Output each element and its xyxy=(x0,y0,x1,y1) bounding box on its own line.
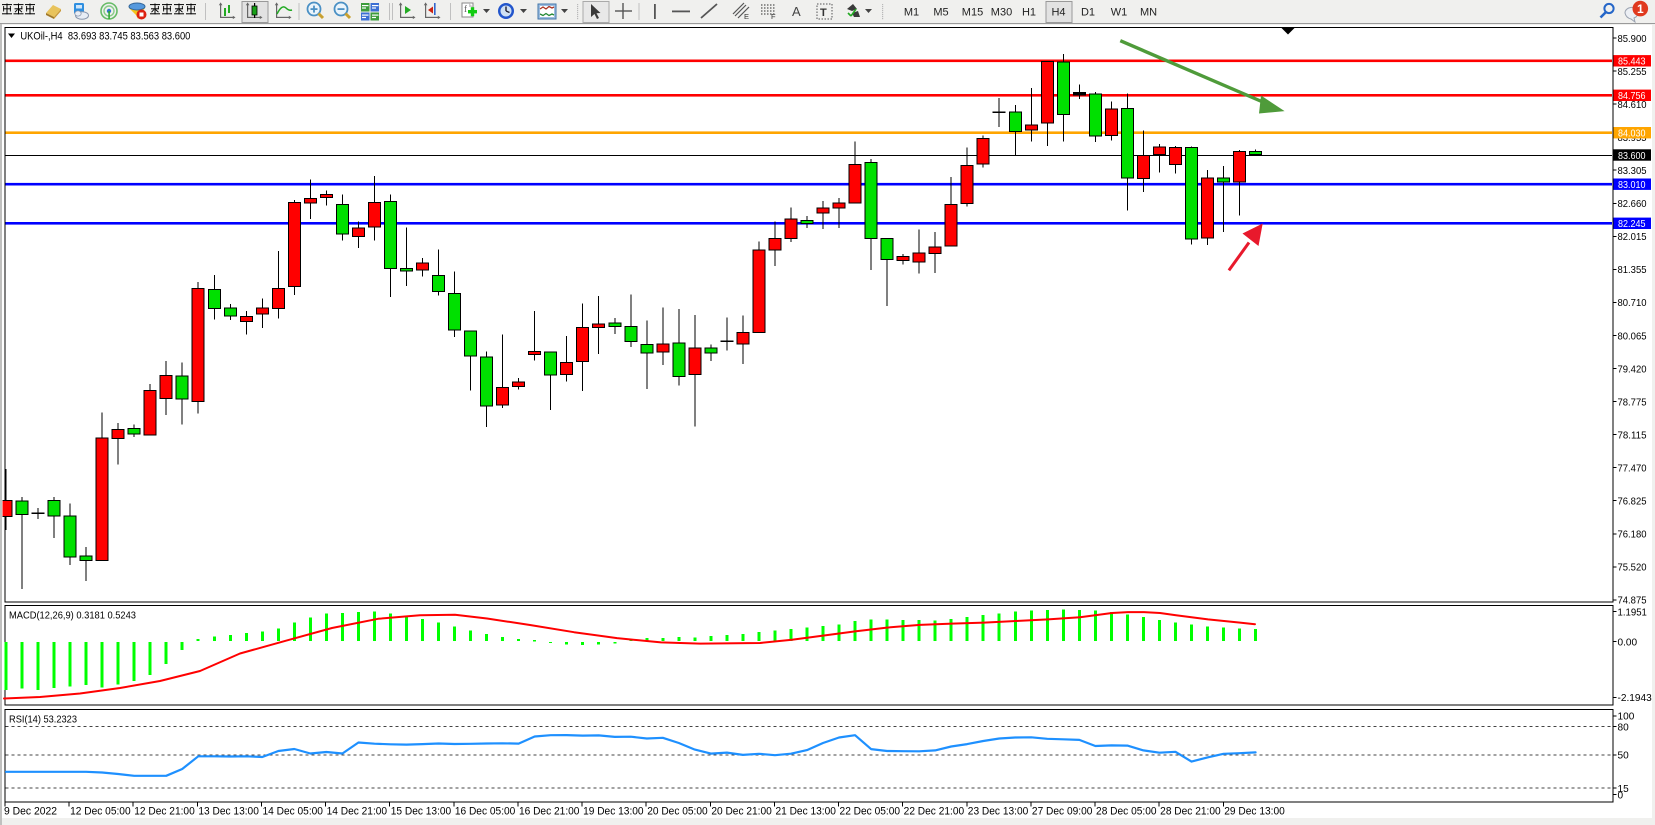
svg-text:84.610: 84.610 xyxy=(1618,99,1647,111)
svg-text:77.470: 77.470 xyxy=(1618,462,1647,474)
svg-text:0.00: 0.00 xyxy=(1618,636,1638,648)
svg-text:12 Dec 21:00: 12 Dec 21:00 xyxy=(134,806,195,818)
svg-text:28 Dec 05:00: 28 Dec 05:00 xyxy=(1096,806,1157,818)
svg-text:E: E xyxy=(744,12,749,21)
svg-text:14 Dec 21:00: 14 Dec 21:00 xyxy=(327,806,388,818)
svg-text:UKOil-,H4 83.693 83.745 83.56: UKOil-,H4 83.693 83.745 83.563 83.600 xyxy=(20,30,190,42)
svg-text:29 Dec 13:00: 29 Dec 13:00 xyxy=(1224,806,1285,818)
svg-text:0: 0 xyxy=(1618,789,1624,801)
svg-text:85.255: 85.255 xyxy=(1618,66,1647,78)
svg-text:78.115: 78.115 xyxy=(1618,429,1647,441)
svg-text:85.900: 85.900 xyxy=(1618,33,1647,45)
svg-text:W1: W1 xyxy=(1111,7,1128,19)
svg-text:15: 15 xyxy=(1618,783,1629,795)
svg-text:22 Dec 21:00: 22 Dec 21:00 xyxy=(904,806,965,818)
svg-text:84.756: 84.756 xyxy=(1618,90,1646,102)
svg-text:T: T xyxy=(820,7,827,19)
svg-text:-2.1943: -2.1943 xyxy=(1618,692,1652,704)
svg-text:74.875: 74.875 xyxy=(1618,595,1647,607)
svg-text:50: 50 xyxy=(1618,750,1629,762)
svg-text:100: 100 xyxy=(1618,711,1635,723)
svg-text:16 Dec 21:00: 16 Dec 21:00 xyxy=(519,806,580,818)
svg-text:79.420: 79.420 xyxy=(1618,363,1647,375)
svg-text:82.660: 82.660 xyxy=(1618,198,1647,210)
svg-text:RSI(14) 53.2323: RSI(14) 53.2323 xyxy=(9,714,77,726)
svg-text:20 Dec 21:00: 20 Dec 21:00 xyxy=(711,806,772,818)
svg-text:20 Dec 05:00: 20 Dec 05:00 xyxy=(647,806,708,818)
svg-text:82.015: 82.015 xyxy=(1618,231,1647,243)
svg-text:MN: MN xyxy=(1140,7,1157,19)
svg-text:21 Dec 13:00: 21 Dec 13:00 xyxy=(775,806,836,818)
svg-text:1: 1 xyxy=(1637,2,1644,16)
svg-text:f: f xyxy=(464,4,467,14)
svg-text:82.245: 82.245 xyxy=(1618,218,1646,230)
svg-text:M30: M30 xyxy=(991,7,1012,19)
svg-text:81.355: 81.355 xyxy=(1618,264,1647,276)
svg-text:83.305: 83.305 xyxy=(1618,165,1647,177)
svg-text:78.775: 78.775 xyxy=(1618,396,1647,408)
svg-text:83.600: 83.600 xyxy=(1618,150,1646,162)
svg-text:12 Dec 05:00: 12 Dec 05:00 xyxy=(70,806,130,818)
svg-text:14 Dec 05:00: 14 Dec 05:00 xyxy=(262,806,323,818)
svg-text:13 Dec 13:00: 13 Dec 13:00 xyxy=(198,806,258,818)
svg-text:M15: M15 xyxy=(962,7,983,19)
svg-text:A: A xyxy=(792,4,801,19)
svg-text:83.010: 83.010 xyxy=(1618,179,1646,191)
svg-text:80.065: 80.065 xyxy=(1618,330,1647,342)
svg-text:85.443: 85.443 xyxy=(1618,56,1646,68)
svg-text:H1: H1 xyxy=(1022,7,1036,19)
svg-text:28 Dec 21:00: 28 Dec 21:00 xyxy=(1160,806,1221,818)
svg-text:D1: D1 xyxy=(1081,7,1095,19)
svg-text:80: 80 xyxy=(1618,722,1629,734)
svg-text:M1: M1 xyxy=(904,7,919,19)
svg-text:H4: H4 xyxy=(1051,7,1065,19)
svg-text:1.1951: 1.1951 xyxy=(1618,606,1648,618)
svg-text:80.710: 80.710 xyxy=(1618,297,1647,309)
svg-text:16 Dec 05:00: 16 Dec 05:00 xyxy=(455,806,515,818)
svg-text:22 Dec 05:00: 22 Dec 05:00 xyxy=(840,806,901,818)
svg-text:76.825: 76.825 xyxy=(1618,496,1647,508)
svg-text:75.520: 75.520 xyxy=(1618,562,1647,574)
svg-text:MACD(12,26,9) 0.3181 0.5243: MACD(12,26,9) 0.3181 0.5243 xyxy=(9,610,136,622)
svg-text:19 Dec 13:00: 19 Dec 13:00 xyxy=(583,806,644,818)
svg-text:M5: M5 xyxy=(933,7,948,19)
svg-text:15 Dec 13:00: 15 Dec 13:00 xyxy=(391,806,452,818)
svg-text:9 Dec 2022: 9 Dec 2022 xyxy=(4,806,57,818)
svg-text:76.180: 76.180 xyxy=(1618,529,1647,541)
svg-text:F: F xyxy=(771,12,776,21)
svg-text:27 Dec 09:00: 27 Dec 09:00 xyxy=(1032,806,1093,818)
svg-text:23 Dec 13:00: 23 Dec 13:00 xyxy=(968,806,1029,818)
svg-text:84.030: 84.030 xyxy=(1618,128,1646,140)
